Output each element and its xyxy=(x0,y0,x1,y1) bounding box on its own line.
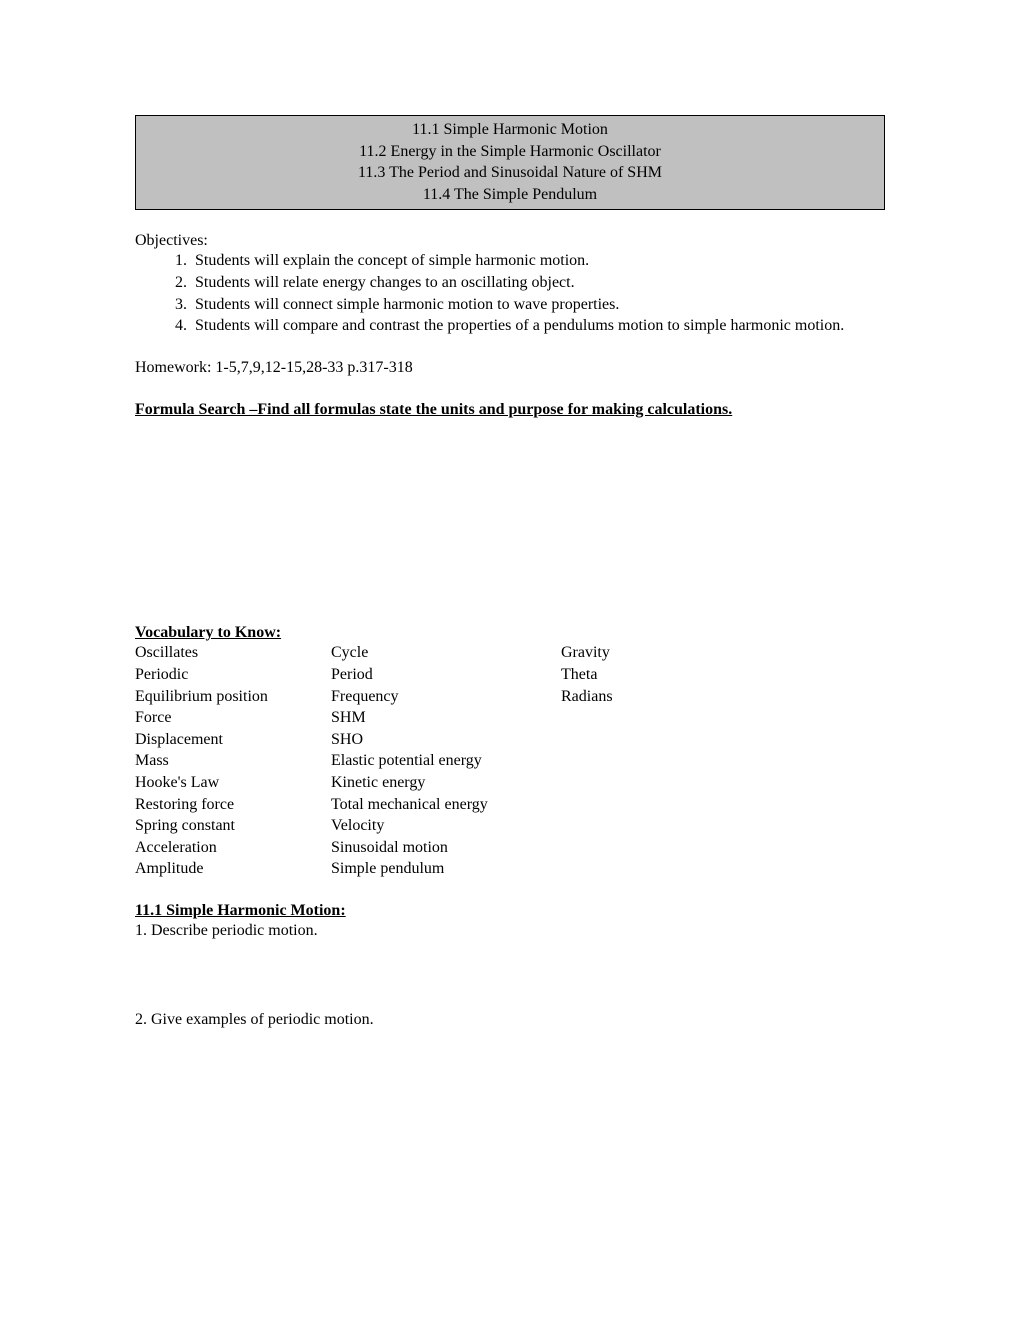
header-line-2: 11.2 Energy in the Simple Harmonic Oscil… xyxy=(136,141,884,163)
vocab-column-1: Oscillates Periodic Equilibrium position… xyxy=(135,642,331,880)
vocab-term: Simple pendulum xyxy=(331,858,561,880)
objectives-label: Objectives: xyxy=(135,232,885,250)
homework-text: Homework: 1-5,7,9,12-15,28-33 p.317-318 xyxy=(135,359,885,377)
vocab-column-2: Cycle Period Frequency SHM SHO Elastic p… xyxy=(331,642,561,880)
document-page: 11.1 Simple Harmonic Motion 11.2 Energy … xyxy=(0,0,1020,1031)
vocab-term: Velocity xyxy=(331,815,561,837)
vocab-term: Elastic potential energy xyxy=(331,750,561,772)
vocab-term: Gravity xyxy=(561,642,613,664)
header-line-3: 11.3 The Period and Sinusoidal Nature of… xyxy=(136,162,884,184)
vocab-term: Periodic xyxy=(135,664,331,686)
vocab-term: Displacement xyxy=(135,729,331,751)
vocab-term: Restoring force xyxy=(135,794,331,816)
objective-item: Students will compare and contrast the p… xyxy=(191,315,885,337)
question-1: 1. Describe periodic motion. xyxy=(135,920,885,942)
header-line-4: 11.4 The Simple Pendulum xyxy=(136,184,884,206)
vocab-term: SHM xyxy=(331,707,561,729)
section-heading: 11.1 Simple Harmonic Motion: xyxy=(135,902,885,920)
vocab-term: Hooke's Law xyxy=(135,772,331,794)
header-line-1: 11.1 Simple Harmonic Motion xyxy=(136,119,884,141)
vocab-term: Radians xyxy=(561,686,613,708)
vocab-term: Spring constant xyxy=(135,815,331,837)
objectives-list: Students will explain the concept of sim… xyxy=(135,250,885,336)
question-2: 2. Give examples of periodic motion. xyxy=(135,1009,885,1031)
vocab-term: SHO xyxy=(331,729,561,751)
vocab-column-3: Gravity Theta Radians xyxy=(561,642,613,880)
header-box: 11.1 Simple Harmonic Motion 11.2 Energy … xyxy=(135,115,885,210)
vocab-term: Mass xyxy=(135,750,331,772)
vocabulary-heading: Vocabulary to Know: xyxy=(135,624,885,642)
vocab-term: Oscillates xyxy=(135,642,331,664)
vocab-term: Amplitude xyxy=(135,858,331,880)
vocab-term: Acceleration xyxy=(135,837,331,859)
vocab-term: Frequency xyxy=(331,686,561,708)
vocab-term: Kinetic energy xyxy=(331,772,561,794)
objective-item: Students will relate energy changes to a… xyxy=(191,272,885,294)
vocab-term: Cycle xyxy=(331,642,561,664)
vocab-term: Equilibrium position xyxy=(135,686,331,708)
formula-search-heading: Formula Search –Find all formulas state … xyxy=(135,399,885,421)
vocab-term: Period xyxy=(331,664,561,686)
vocab-term: Theta xyxy=(561,664,613,686)
objective-item: Students will explain the concept of sim… xyxy=(191,250,885,272)
vocab-term: Total mechanical energy xyxy=(331,794,561,816)
objective-item: Students will connect simple harmonic mo… xyxy=(191,294,885,316)
vocab-term: Sinusoidal motion xyxy=(331,837,561,859)
vocabulary-columns: Oscillates Periodic Equilibrium position… xyxy=(135,642,885,880)
vocab-term: Force xyxy=(135,707,331,729)
